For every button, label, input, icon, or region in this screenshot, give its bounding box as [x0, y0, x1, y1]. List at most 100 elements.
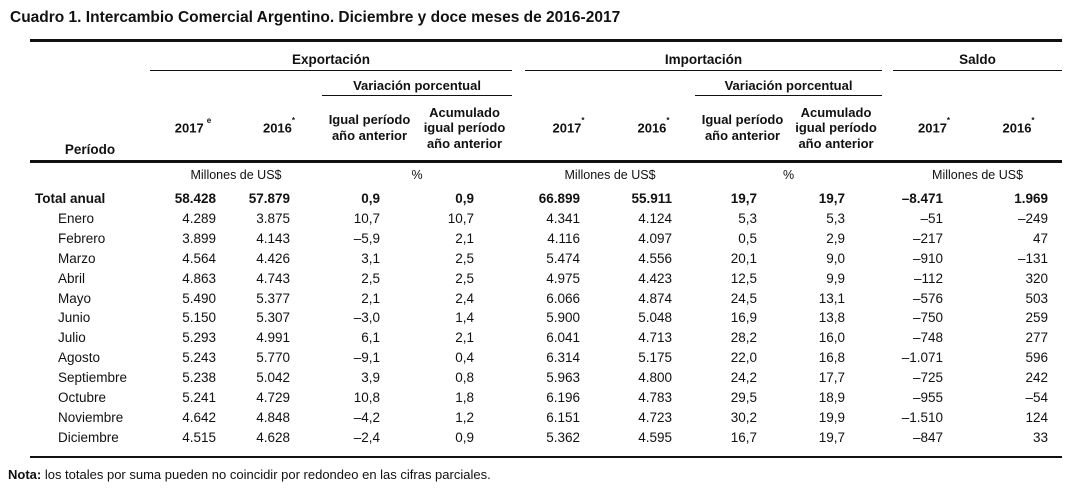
subgroup-header-row: Variación porcentual Variación porcentua… — [30, 70, 1062, 96]
value-cell: 596 — [1025, 350, 1049, 366]
subgroup-spacer — [150, 71, 322, 96]
column-gap — [882, 269, 893, 289]
value-cell: 12,5 — [730, 270, 758, 286]
value-cell: –748 — [912, 330, 944, 346]
column-gap — [512, 189, 525, 209]
value-cell: 2,1 — [455, 330, 475, 346]
value-cell: 5.377 — [256, 290, 290, 306]
superscript-star: * — [666, 116, 670, 126]
value-cell: 6,1 — [361, 330, 380, 346]
value-cell: 24,5 — [730, 290, 758, 306]
value-cell: 3.875 — [256, 210, 290, 226]
period-cell: Diciembre — [58, 429, 119, 445]
value-cell: 4.729 — [256, 390, 290, 406]
value-cell: 30,2 — [730, 409, 758, 425]
subgroup-spacer — [525, 71, 695, 96]
column-header-imp-acumulado: Acumulado igual período año anterior — [790, 95, 883, 163]
value-cell: 57.879 — [248, 191, 290, 206]
table-row: Noviembre 4.642 4.848 –4,2 1,2 6.151 4.723 30,2… — [30, 408, 1062, 428]
value-cell: 1,4 — [455, 310, 475, 326]
value-cell: 503 — [1025, 290, 1049, 306]
value-cell: 4.848 — [256, 409, 290, 425]
value-cell: 5.150 — [182, 310, 216, 326]
value-cell: 47 — [1033, 230, 1049, 246]
value-cell: 2,5 — [455, 270, 475, 286]
value-cell: –9,1 — [353, 350, 380, 366]
value-cell: 4.426 — [256, 250, 290, 266]
subgroup-spacer — [893, 71, 1062, 96]
value-cell: 2,5 — [455, 250, 475, 266]
units-imp-percent: % — [782, 168, 795, 183]
column-gap — [882, 229, 893, 249]
column-gap — [512, 428, 525, 448]
value-cell: 4.556 — [638, 250, 673, 266]
units-exp-percent: % — [411, 168, 423, 183]
value-cell: 1.969 — [1014, 191, 1049, 206]
value-cell: 0,4 — [455, 350, 475, 366]
group-gap — [512, 41, 525, 71]
value-cell: 5.293 — [182, 330, 216, 346]
column-gap — [512, 289, 525, 309]
group-gap — [512, 71, 525, 96]
column-gap — [512, 269, 525, 289]
value-cell: 6.314 — [546, 350, 581, 366]
value-cell: 3.899 — [182, 230, 216, 246]
column-gap — [882, 388, 893, 408]
units-imp-millones: Millones de US$ — [564, 168, 656, 183]
value-cell: –1.071 — [901, 350, 944, 366]
column-header-row: 2017 e 2016* Igual período año anterior A… — [30, 95, 1063, 163]
value-cell: 10,7 — [447, 210, 475, 226]
value-cell: 16,7 — [730, 429, 758, 445]
value-cell: 5.241 — [182, 390, 216, 406]
value-cell: 3,9 — [361, 370, 380, 386]
value-cell: –5,9 — [353, 230, 380, 246]
table-row: Marzo 4.564 4.426 3,1 2,5 5.474 4.556 20,1 9,0 –9… — [30, 249, 1062, 269]
table-row: Mayo 5.490 5.377 2,1 2,4 6.066 4.874 24,5 13,1 –5… — [30, 289, 1062, 309]
bottom-spacer-row — [30, 448, 1062, 457]
value-cell: 19,7 — [818, 191, 846, 206]
value-cell: 58.428 — [174, 191, 216, 206]
value-cell: –2,4 — [353, 429, 380, 445]
column-header-periodo: Período — [30, 40, 150, 163]
subgroup-header-variacion-importacion: Variación porcentual — [695, 70, 883, 96]
value-cell: 5.490 — [182, 290, 216, 306]
period-cell: Septiembre — [58, 370, 128, 386]
column-gap — [882, 162, 893, 190]
period-cell: Mayo — [58, 290, 92, 306]
value-cell: 5.900 — [546, 310, 581, 326]
period-cell: Enero — [58, 210, 95, 226]
value-cell: 4.124 — [638, 210, 673, 226]
year-label: 2016 — [262, 120, 292, 136]
column-gap — [882, 368, 893, 388]
superscript-star: * — [581, 116, 585, 126]
table-row: Junio 5.150 5.307 –3,0 1,4 5.900 5.048 16,9 13,8… — [30, 308, 1062, 328]
year-label: 2016 — [1002, 120, 1032, 136]
value-cell: –847 — [912, 429, 944, 445]
value-cell: 4.116 — [547, 230, 581, 246]
superscript-star: * — [946, 116, 951, 126]
value-cell: –112 — [914, 270, 944, 286]
value-cell: 5.474 — [546, 250, 581, 266]
superscript-star: * — [1031, 116, 1035, 126]
value-cell: 5.243 — [182, 350, 216, 366]
year-label: 2016 — [637, 120, 667, 136]
value-cell: 10,7 — [353, 210, 380, 226]
table-row: Octubre 5.241 4.729 10,8 1,8 6.196 4.783 29,5 18… — [30, 388, 1062, 408]
table-body: Millones de US$ % Millones de US$ % Mill… — [30, 162, 1062, 457]
value-cell: 5.175 — [638, 350, 673, 366]
table-title: Cuadro 1. Intercambio Comercial Argentin… — [10, 9, 621, 26]
group-gap — [882, 95, 894, 163]
value-cell: 13,8 — [818, 310, 846, 326]
value-cell: 28,2 — [730, 330, 758, 346]
value-cell: 4.097 — [638, 230, 673, 246]
group-gap — [512, 95, 526, 163]
column-header-exp-2017: 2017 e — [150, 95, 236, 163]
value-cell: 22,0 — [730, 350, 758, 366]
value-cell: 55.911 — [631, 191, 673, 206]
value-cell: 6.151 — [546, 409, 581, 425]
value-cell: 4.341 — [546, 210, 581, 226]
value-cell: 5.307 — [256, 310, 290, 326]
column-gap — [882, 408, 893, 428]
period-cell: Total anual — [35, 191, 106, 206]
column-gap — [512, 209, 525, 229]
